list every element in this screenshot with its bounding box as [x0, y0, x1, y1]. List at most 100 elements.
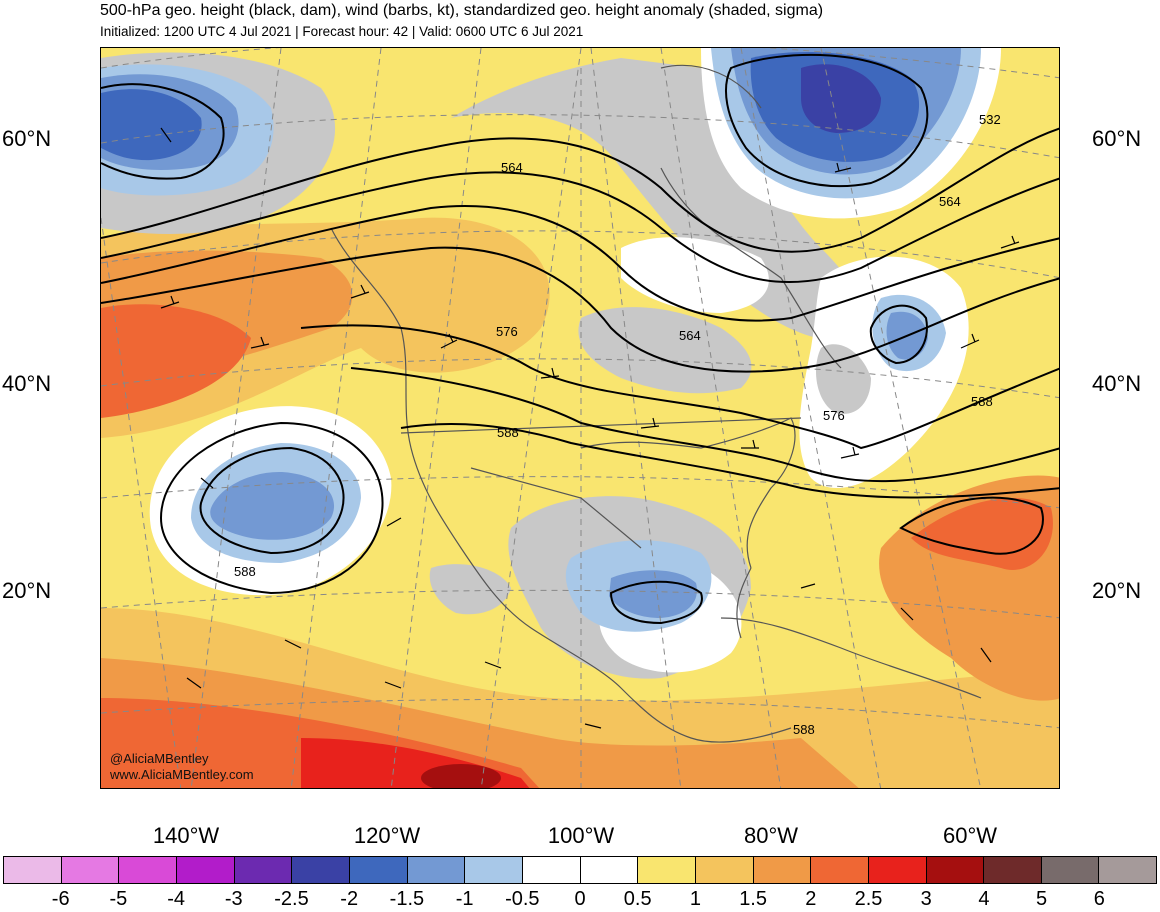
contour-label-564-c: 564	[679, 328, 701, 343]
contour-label-576-a: 576	[496, 324, 518, 339]
lat-label-20n-left: 20°N	[2, 578, 52, 603]
credit-handle: @AliciaMBentley	[110, 751, 209, 766]
colorbar-tick-label: -0.5	[505, 888, 540, 910]
colorbar-tick-label: -3	[224, 888, 243, 910]
wind-barb	[440, 333, 458, 349]
lat-line-20n	[101, 589, 1059, 619]
colorbar-swatch	[4, 857, 62, 883]
colorbar-swatch	[61, 857, 120, 883]
colorbar-swatch	[695, 857, 754, 883]
wind-barb	[1000, 235, 1020, 249]
wind-barb	[250, 336, 270, 349]
contour-label-564-a: 564	[501, 160, 523, 175]
wind-barb	[900, 607, 914, 621]
colorbar-swatch	[1099, 857, 1157, 883]
colorbar-swatch	[984, 857, 1042, 883]
colorbar-tick-label: -5	[109, 888, 128, 910]
contour-label-588-c: 588	[234, 564, 256, 579]
lon-line-120w	[390, 48, 482, 788]
colorbar-tick-label: 2	[805, 888, 817, 910]
contour-label-588-a: 588	[497, 425, 519, 440]
wind-barb	[350, 284, 370, 299]
lon-label-120w: 120°W	[353, 823, 421, 848]
us-mexico-border	[470, 467, 642, 549]
colorbar-tick-label: -2.5	[274, 888, 309, 910]
florida-line	[736, 567, 752, 639]
lat-label-60n-left: 60°N	[2, 126, 52, 151]
wind-barb	[386, 517, 402, 527]
anomaly-pacific-low-midblue	[210, 472, 335, 540]
wind-barb	[741, 439, 759, 449]
colorbar-tick-label: 5	[1036, 888, 1048, 910]
wind-barb	[980, 647, 992, 663]
lat-line-30n	[101, 476, 1059, 509]
lat-line-70n	[101, 48, 1059, 79]
contour-newfoundland-low	[869, 304, 928, 365]
colorbar-tick-label: 6	[1093, 888, 1105, 910]
hudson-bay-line	[660, 167, 842, 369]
colorbar-swatch	[580, 857, 639, 883]
pacific-coast-line	[330, 227, 792, 743]
contour-gulf-low	[609, 580, 703, 625]
arctic-islands-line	[660, 64, 762, 109]
wind-barb	[160, 127, 172, 143]
wind-barbs	[160, 127, 1020, 729]
lon-line-90w	[590, 48, 682, 788]
graticule	[101, 48, 1059, 788]
colorbar-swatch	[234, 857, 293, 883]
contour-588	[400, 422, 1059, 499]
contour-576	[300, 324, 1059, 450]
contour-label-576-b: 576	[823, 408, 845, 423]
wind-barb	[640, 417, 660, 429]
contour-label-588-b: 588	[971, 394, 993, 409]
colorbar-swatch	[349, 857, 408, 883]
colorbar-swatch	[1041, 857, 1100, 883]
colorbar-tick-label: -4	[167, 888, 185, 910]
us-canada-border	[400, 417, 802, 434]
contour-label-532: 532	[979, 112, 1001, 127]
lat-line-40n	[101, 358, 1059, 399]
map-subtitle: Initialized: 1200 UTC 4 Jul 2021 | Forec…	[100, 24, 584, 39]
colorbar-swatch	[465, 857, 523, 883]
contour-558	[101, 171, 1059, 284]
colorbar-tick-label: 0.5	[623, 888, 652, 910]
contour-582	[350, 367, 1059, 483]
contour-582-cutoff-pacific	[199, 446, 345, 555]
colorbar-swatch	[407, 857, 466, 883]
colorbar-tick-label: -1	[455, 888, 474, 910]
anomaly-nwcanada-blue	[101, 89, 202, 161]
contour-552	[101, 127, 1059, 253]
anomaly-greenland-darkblue	[801, 64, 881, 133]
wind-barb	[840, 446, 860, 459]
wind-barb	[484, 661, 502, 669]
wind-barb	[584, 723, 602, 729]
contour-greenland-low	[725, 53, 929, 187]
colorbar-swatch	[811, 857, 869, 883]
contour-570	[101, 246, 1059, 373]
colorbar-tick-label: 2.5	[854, 888, 883, 910]
caribbean-line	[720, 617, 982, 699]
contour-label-588-d: 588	[793, 722, 815, 737]
contour-nwcanada-low	[101, 83, 225, 180]
wind-barb	[540, 367, 560, 379]
weather-map: 532 564 564 564 576 576 588 588 588 588	[100, 47, 1060, 789]
colorbar-swatch	[753, 857, 812, 883]
wind-barb	[834, 162, 852, 173]
lat-line-10n	[101, 698, 1059, 729]
colorbar-swatch	[522, 857, 581, 883]
height-contours	[101, 53, 1059, 625]
lon-label-140w: 140°W	[152, 823, 220, 848]
contour-588-cutoff-pacific	[159, 421, 384, 595]
contour-labels: 532 564 564 564 576 576 588 588 588 588	[234, 112, 1001, 737]
colorbar-tick-label: 4	[978, 888, 990, 910]
colorbar-swatch	[292, 857, 350, 883]
colorbar-tick-label: 3	[920, 888, 932, 910]
anomaly-mexico-gray	[429, 564, 511, 615]
coastlines	[330, 64, 982, 743]
lon-label-100w: 100°W	[547, 823, 615, 848]
colorbar-tick-label: -1.5	[389, 888, 425, 910]
map-title: 500-hPa geo. height (black, dam), wind (…	[100, 2, 824, 19]
anomaly-pacific-redorange	[101, 304, 251, 418]
colorbar-tick-label: 0	[574, 888, 586, 910]
anomaly-tropics-darkred	[421, 764, 501, 788]
